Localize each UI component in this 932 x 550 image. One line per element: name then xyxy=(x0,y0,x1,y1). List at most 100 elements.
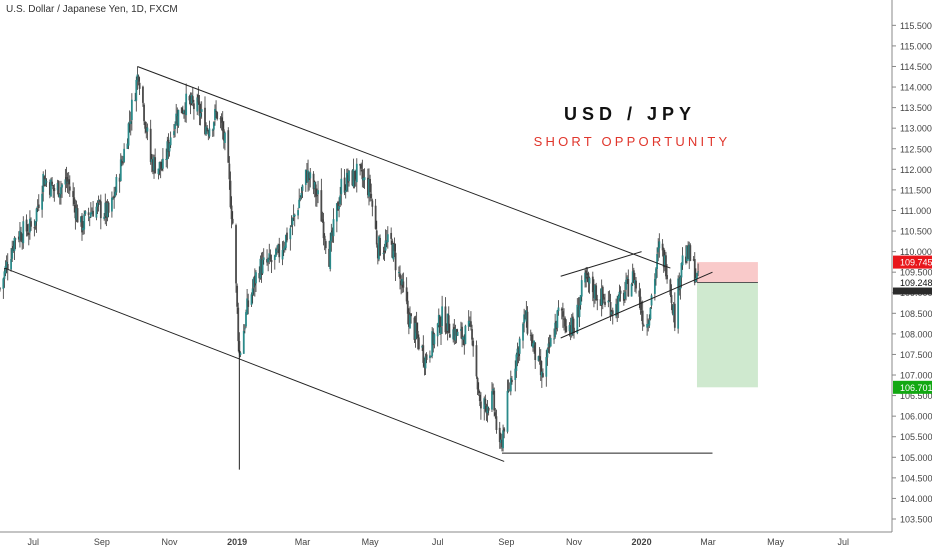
candle-body xyxy=(591,276,594,293)
candle-body xyxy=(353,170,356,181)
candle-body xyxy=(360,164,363,169)
candle-body xyxy=(508,389,511,391)
candle-body xyxy=(677,278,680,329)
candle-body xyxy=(444,306,447,333)
candle-body xyxy=(56,182,59,191)
candle-body xyxy=(642,325,645,327)
candle-body xyxy=(284,234,287,248)
candle-body xyxy=(547,343,550,347)
candle-body xyxy=(587,273,590,283)
candle-body xyxy=(331,230,334,236)
candle-body xyxy=(351,170,354,186)
candle-body xyxy=(97,199,100,201)
candle-body xyxy=(549,337,552,347)
candle-body xyxy=(514,368,517,380)
candle-body xyxy=(471,329,473,340)
candle-body xyxy=(180,107,183,114)
candle-body xyxy=(332,219,335,237)
candle-body xyxy=(174,124,176,129)
candle-body xyxy=(88,217,91,219)
candle-body xyxy=(107,202,110,213)
candle-body xyxy=(400,280,403,286)
candle-body xyxy=(647,323,650,327)
candle-body xyxy=(392,244,395,260)
candle-body xyxy=(300,192,303,198)
candle-body xyxy=(525,310,528,322)
candle-body xyxy=(455,329,458,336)
candle-body xyxy=(402,281,405,288)
candle-body xyxy=(283,246,286,250)
candle-body xyxy=(291,218,294,225)
candle-body xyxy=(122,162,124,164)
candle-body xyxy=(638,290,641,297)
candle-body xyxy=(68,186,71,191)
candle-body xyxy=(585,270,588,279)
price-tick-label: 107.000 xyxy=(900,371,932,381)
candle-body xyxy=(260,259,263,275)
candle-body xyxy=(304,169,307,185)
candle-body xyxy=(570,317,573,336)
candle-body xyxy=(5,261,8,268)
candle-body xyxy=(684,256,687,263)
price-tick-label: 105.000 xyxy=(900,453,932,463)
candle-body xyxy=(697,271,699,273)
candle-body xyxy=(153,157,155,171)
price-tick-label: 104.000 xyxy=(900,494,932,504)
candle-body xyxy=(301,185,304,191)
candle-body xyxy=(417,337,420,350)
candle-body xyxy=(545,357,548,377)
time-tick-label: Nov xyxy=(162,537,179,547)
candle-body xyxy=(409,314,411,329)
candle-body xyxy=(432,331,435,346)
candle-body xyxy=(487,408,490,411)
candle-body xyxy=(58,193,61,198)
candle-body xyxy=(175,113,178,125)
candle-body xyxy=(205,126,208,135)
candle-body xyxy=(176,116,179,124)
candle-body xyxy=(634,279,636,285)
candle-body xyxy=(530,335,533,347)
candle-body xyxy=(445,330,448,333)
candle-body xyxy=(437,315,440,326)
candle-body xyxy=(120,161,123,163)
time-tick-label: May xyxy=(767,537,785,547)
candle-body xyxy=(143,104,145,122)
price-tick-label: 106.000 xyxy=(900,412,932,422)
candle-body xyxy=(104,202,107,217)
candle-body xyxy=(503,428,506,432)
candle-body xyxy=(610,311,613,315)
candle-body xyxy=(398,272,400,274)
candle-body xyxy=(480,401,482,409)
candle-body xyxy=(173,131,175,136)
candle-body xyxy=(238,341,241,354)
candle-body xyxy=(231,218,234,224)
candle-body xyxy=(79,216,82,223)
candle-body xyxy=(407,312,410,327)
candle-body xyxy=(553,338,555,340)
candle-body xyxy=(4,265,7,274)
candle-body xyxy=(556,310,559,328)
candle-body xyxy=(579,295,582,306)
candle-body xyxy=(106,202,109,218)
candle-body xyxy=(297,210,299,216)
candle-body xyxy=(44,179,47,185)
candle-body xyxy=(415,322,418,334)
candle-body xyxy=(393,243,396,252)
price-tick-label: 112.500 xyxy=(900,144,932,154)
candle-body xyxy=(0,288,1,290)
candle-body xyxy=(30,221,32,227)
candle-body xyxy=(625,279,627,290)
candle-body xyxy=(99,201,102,219)
candle-body xyxy=(252,277,255,288)
candle-body xyxy=(601,286,604,299)
candle-body xyxy=(577,306,580,318)
candle-body xyxy=(391,240,394,258)
candle-body xyxy=(251,288,254,295)
candle-body xyxy=(506,390,509,432)
candle-body xyxy=(440,327,442,335)
candle-body xyxy=(441,306,444,326)
candle-body xyxy=(224,132,226,143)
candle-body xyxy=(416,330,419,339)
